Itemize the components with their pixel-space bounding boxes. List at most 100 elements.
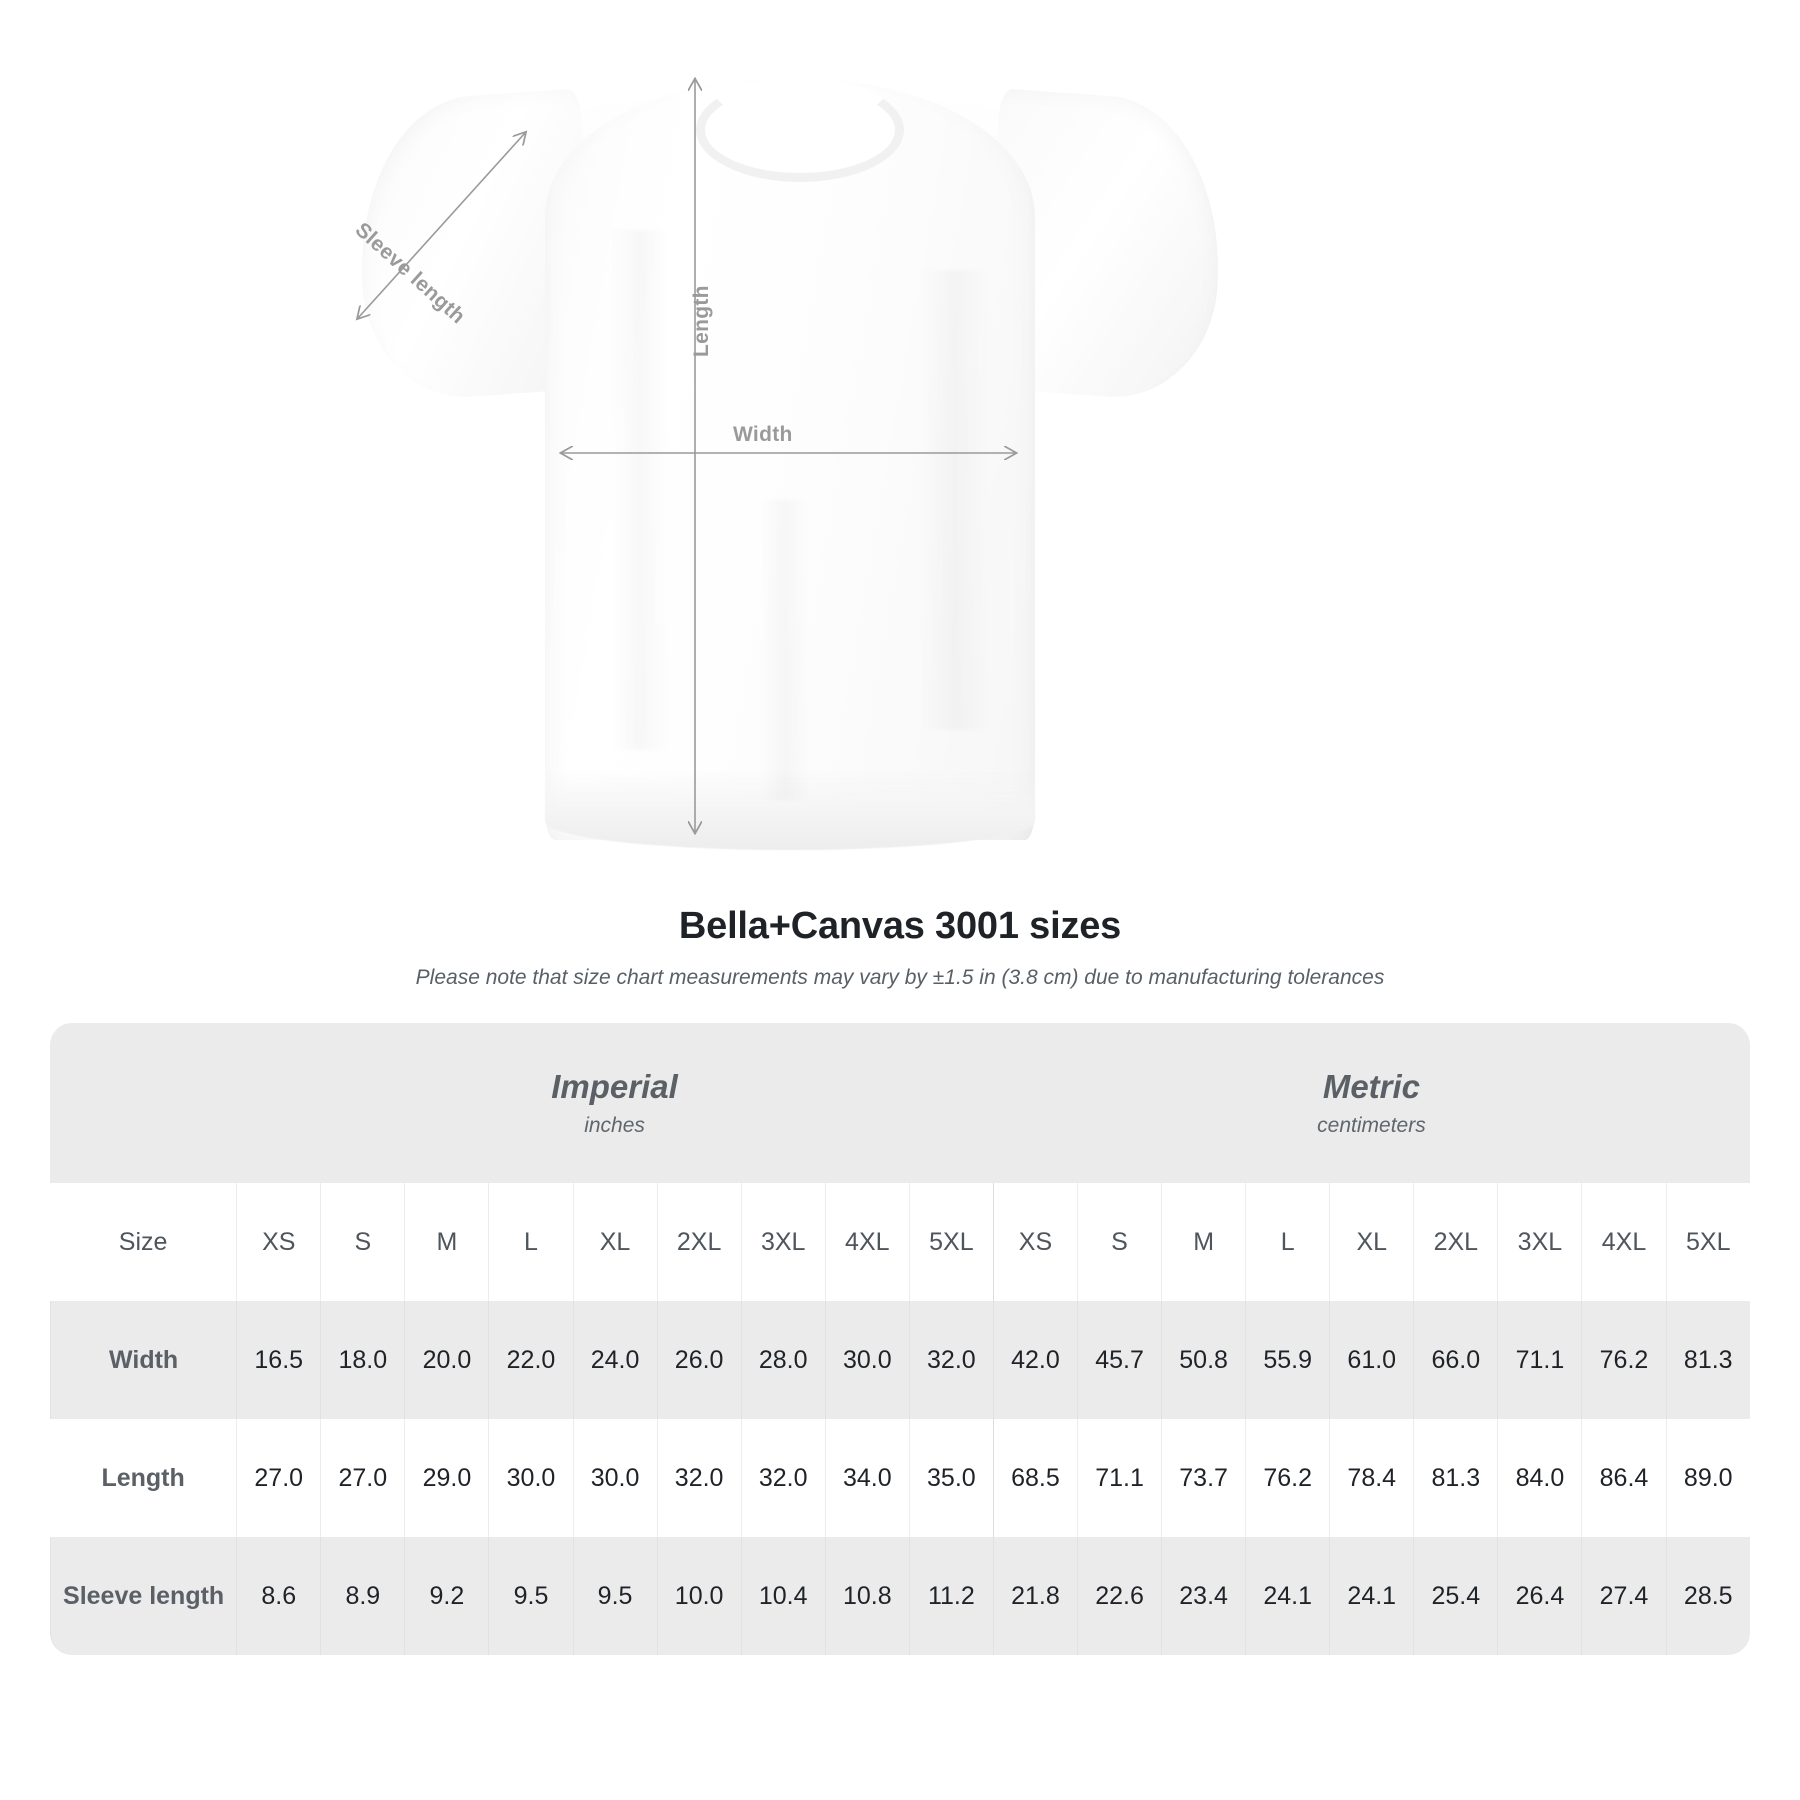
tshirt-fold-3 xyxy=(760,500,810,800)
size-header-label: Size xyxy=(50,1183,237,1301)
cell-length-metric-3xl: 84.0 xyxy=(1497,1419,1582,1537)
cell-length-imperial-5xl: 35.0 xyxy=(908,1419,993,1537)
cell-sleeve-imperial-4xl: 10.8 xyxy=(824,1537,909,1655)
cell-width-metric-2xl: 66.0 xyxy=(1413,1301,1498,1419)
cell-width-imperial-m: 20.0 xyxy=(404,1301,489,1419)
unit-system-metric-name: Metric xyxy=(1322,1068,1421,1106)
size-header-metric-4xl: 4XL xyxy=(1581,1183,1666,1301)
cell-sleeve-imperial-2xl: 10.0 xyxy=(656,1537,741,1655)
cell-width-metric-xl: 61.0 xyxy=(1329,1301,1414,1419)
row-label-sleeve-length: Sleeve length xyxy=(50,1537,237,1655)
cell-sleeve-imperial-s: 8.9 xyxy=(320,1537,405,1655)
tshirt-hem xyxy=(545,770,1035,850)
cell-length-metric-xl: 78.4 xyxy=(1329,1419,1414,1537)
cell-sleeve-metric-5xl: 28.5 xyxy=(1665,1537,1750,1655)
cell-length-metric-5xl: 89.0 xyxy=(1665,1419,1750,1537)
cell-width-metric-s: 45.7 xyxy=(1076,1301,1162,1419)
cell-width-metric-xs: 42.0 xyxy=(992,1301,1077,1419)
cell-width-metric-3xl: 71.1 xyxy=(1497,1301,1582,1419)
row-label-length: Length xyxy=(50,1419,237,1537)
cell-length-metric-s: 71.1 xyxy=(1076,1419,1162,1537)
size-header-imperial-4xl: 4XL xyxy=(824,1183,909,1301)
size-table: Imperial inches Metric centimeters Size … xyxy=(50,1023,1750,1655)
size-header-row: Size XS S M L XL 2XL 3XL 4XL 5XL XS S M … xyxy=(50,1183,1750,1301)
cell-length-imperial-4xl: 34.0 xyxy=(824,1419,909,1537)
unit-system-row: Imperial inches Metric centimeters xyxy=(50,1023,1750,1183)
cell-length-imperial-2xl: 32.0 xyxy=(656,1419,741,1537)
size-header-metric-5xl: 5XL xyxy=(1665,1183,1750,1301)
cell-width-imperial-xs: 16.5 xyxy=(236,1301,321,1419)
row-label-width: Width xyxy=(50,1301,237,1419)
cell-sleeve-imperial-xs: 8.6 xyxy=(236,1537,321,1655)
unit-system-imperial: Imperial inches xyxy=(236,1023,993,1183)
size-header-metric-xs: XS xyxy=(992,1183,1077,1301)
unit-system-metric: Metric centimeters xyxy=(992,1023,1750,1183)
cell-length-metric-xs: 68.5 xyxy=(992,1419,1077,1537)
unit-system-spacer xyxy=(50,1023,237,1183)
cell-length-metric-2xl: 81.3 xyxy=(1413,1419,1498,1537)
size-header-imperial-l: L xyxy=(488,1183,573,1301)
page-title: Bella+Canvas 3001 sizes xyxy=(678,905,1122,947)
cell-width-imperial-2xl: 26.0 xyxy=(656,1301,741,1419)
size-header-imperial-3xl: 3XL xyxy=(740,1183,825,1301)
cell-sleeve-metric-4xl: 27.4 xyxy=(1581,1537,1666,1655)
tshirt-fold-1 xyxy=(610,230,670,750)
cell-sleeve-metric-s: 22.6 xyxy=(1076,1537,1162,1655)
cell-width-metric-l: 55.9 xyxy=(1245,1301,1330,1419)
cell-width-imperial-3xl: 28.0 xyxy=(740,1301,825,1419)
cell-width-imperial-4xl: 30.0 xyxy=(824,1301,909,1419)
tshirt-fold-2 xyxy=(920,270,990,730)
cell-sleeve-metric-l: 24.1 xyxy=(1245,1537,1330,1655)
size-header-metric-xl: XL xyxy=(1329,1183,1414,1301)
size-header-metric-s: S xyxy=(1076,1183,1162,1301)
size-header-imperial-s: S xyxy=(320,1183,405,1301)
size-header-imperial-2xl: 2XL xyxy=(656,1183,741,1301)
cell-width-imperial-xl: 24.0 xyxy=(572,1301,657,1419)
size-header-metric-3xl: 3XL xyxy=(1497,1183,1582,1301)
cell-width-imperial-5xl: 32.0 xyxy=(908,1301,993,1419)
table-row: Sleeve length 8.6 8.9 9.2 9.5 9.5 10.0 1… xyxy=(50,1537,1750,1655)
cell-width-imperial-l: 22.0 xyxy=(488,1301,573,1419)
unit-system-imperial-name: Imperial xyxy=(551,1068,678,1106)
table-row: Length 27.0 27.0 29.0 30.0 30.0 32.0 32.… xyxy=(50,1419,1750,1537)
tolerance-note: Please note that size chart measurements… xyxy=(415,966,1385,989)
cell-width-metric-5xl: 81.3 xyxy=(1665,1301,1750,1419)
title-block: Bella+Canvas 3001 sizes Please note that… xyxy=(0,905,1800,990)
cell-sleeve-metric-xs: 21.8 xyxy=(992,1537,1077,1655)
cell-width-metric-4xl: 76.2 xyxy=(1581,1301,1666,1419)
size-header-imperial-xs: XS xyxy=(236,1183,321,1301)
tshirt-illustration xyxy=(349,70,1231,860)
cell-sleeve-imperial-m: 9.2 xyxy=(404,1537,489,1655)
cell-length-imperial-s: 27.0 xyxy=(320,1419,405,1537)
cell-length-imperial-xs: 27.0 xyxy=(236,1419,321,1537)
size-table-container: Imperial inches Metric centimeters Size … xyxy=(50,1023,1750,1655)
cell-length-imperial-3xl: 32.0 xyxy=(740,1419,825,1537)
cell-sleeve-imperial-5xl: 11.2 xyxy=(908,1537,993,1655)
cell-length-metric-m: 73.7 xyxy=(1161,1419,1246,1537)
size-header-metric-l: L xyxy=(1245,1183,1330,1301)
cell-sleeve-metric-3xl: 26.4 xyxy=(1497,1537,1582,1655)
cell-width-imperial-s: 18.0 xyxy=(320,1301,405,1419)
cell-sleeve-metric-xl: 24.1 xyxy=(1329,1537,1414,1655)
cell-length-metric-4xl: 86.4 xyxy=(1581,1419,1666,1537)
size-header-imperial-5xl: 5XL xyxy=(908,1183,993,1301)
cell-length-imperial-m: 29.0 xyxy=(404,1419,489,1537)
cell-length-imperial-l: 30.0 xyxy=(488,1419,573,1537)
cell-sleeve-metric-m: 23.4 xyxy=(1161,1537,1246,1655)
unit-system-imperial-unit: inches xyxy=(584,1113,645,1137)
cell-sleeve-metric-2xl: 25.4 xyxy=(1413,1537,1498,1655)
cell-sleeve-imperial-xl: 9.5 xyxy=(572,1537,657,1655)
tshirt-collar xyxy=(696,78,904,182)
garment-diagram: Sleeve length Length Width xyxy=(349,0,1231,860)
size-header-metric-2xl: 2XL xyxy=(1413,1183,1498,1301)
cell-width-metric-m: 50.8 xyxy=(1161,1301,1246,1419)
size-header-imperial-m: M xyxy=(404,1183,489,1301)
cell-length-metric-l: 76.2 xyxy=(1245,1419,1330,1537)
table-row: Width 16.5 18.0 20.0 22.0 24.0 26.0 28.0… xyxy=(50,1301,1750,1419)
size-header-imperial-xl: XL xyxy=(572,1183,657,1301)
cell-length-imperial-xl: 30.0 xyxy=(572,1419,657,1537)
size-header-metric-m: M xyxy=(1161,1183,1246,1301)
unit-system-metric-unit: centimeters xyxy=(1317,1113,1426,1137)
cell-sleeve-imperial-l: 9.5 xyxy=(488,1537,573,1655)
